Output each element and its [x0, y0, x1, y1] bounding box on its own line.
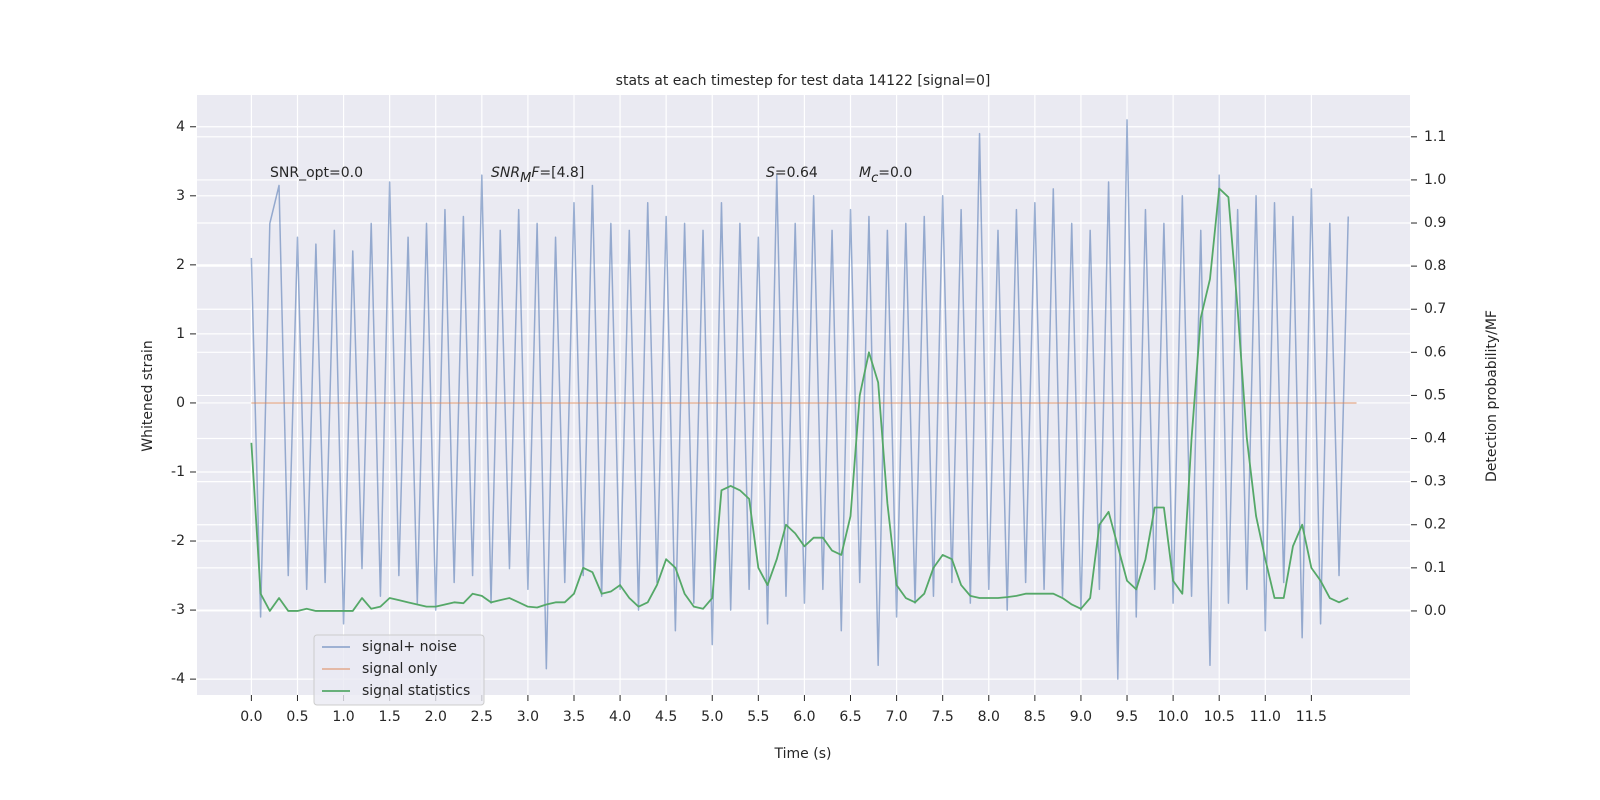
series-layer [250, 119, 1357, 680]
annotation: SNR_opt=0.0 [270, 165, 363, 181]
x-tick-label: 6.0 [793, 709, 815, 725]
y-tick-label: -2 [171, 533, 185, 549]
y-tick-label: 3 [176, 188, 185, 204]
y-tick-label: -1 [171, 464, 185, 480]
legend-box [313, 634, 485, 706]
x-tick-label: 8.0 [978, 709, 1000, 725]
series-line [250, 119, 1349, 680]
y2-tick-label: 0.2 [1424, 517, 1446, 533]
annotation-part: M [520, 171, 531, 186]
annotation-part: SNR_opt=0.0 [270, 165, 363, 181]
y2-tick-label: 0.9 [1424, 215, 1446, 231]
x-tick-label: 7.5 [932, 709, 954, 725]
x-tick-label: 11.5 [1296, 709, 1327, 725]
y2-tick-label: 0.8 [1424, 258, 1446, 274]
annotation: Mc=0.0 [859, 165, 912, 186]
x-tick-label: 0.0 [240, 709, 262, 725]
x-tick-label: 4.0 [609, 709, 631, 725]
y2-tick-label: 0.3 [1424, 474, 1446, 490]
x-tick-label: 4.5 [655, 709, 677, 725]
annotation-part: F [531, 165, 540, 181]
y2-tick-label: 0.1 [1424, 560, 1446, 576]
x-axis-label: Time (s) [774, 746, 832, 762]
annotation-part: M [859, 165, 871, 181]
y2-tick-label: 0.6 [1424, 344, 1446, 360]
annotation-part: =0.0 [878, 165, 912, 181]
annotation-part: SNR [491, 165, 520, 181]
x-tick-label: 5.5 [747, 709, 769, 725]
annotation: S=0.64 [766, 165, 818, 181]
annotation-part: =[4.8] [539, 165, 584, 181]
x-tick-label: 11.0 [1250, 709, 1281, 725]
y-tick-label: 2 [176, 257, 185, 273]
x-tick-label: 7.0 [885, 709, 907, 725]
x-tick-label: 9.0 [1070, 709, 1092, 725]
y2-tick-label: 0.4 [1424, 431, 1446, 447]
overlay-layer: 0.0 0.5 1.0 1.5 2.0 2.5 3.0 3.5 4.0 4.5 5.0 5.5 6.0 6… [171, 119, 1446, 725]
x-tick-label: 1.5 [379, 709, 401, 725]
y2-axis-label: Detection probability/MF [1484, 310, 1500, 482]
x-tick-label: 10.0 [1158, 709, 1189, 725]
x-tick-label: 3.5 [563, 709, 585, 725]
x-tick-label: 8.5 [1024, 709, 1046, 725]
legend-label: signal+ noise [362, 639, 457, 655]
x-tick-label: 2.5 [471, 709, 493, 725]
y2-tick-label: 0.7 [1424, 301, 1446, 317]
x-tick-label: 5.0 [701, 709, 723, 725]
y-tick-label: -4 [171, 671, 185, 687]
legend-label: signal statistics [362, 683, 470, 699]
chart-title: stats at each timestep for test data 141… [616, 73, 991, 89]
annotation: SNRMF=[4.8] [491, 165, 584, 186]
y-tick-label: 4 [176, 119, 185, 135]
legend-label: signal only [362, 661, 437, 677]
x-tick-label: 6.5 [839, 709, 861, 725]
x-tick-label: 3.0 [517, 709, 539, 725]
x-tick-label: 1.0 [332, 709, 354, 725]
y2-tick-label: 1.1 [1424, 129, 1446, 145]
y2-tick-label: 0.0 [1424, 603, 1446, 619]
x-tick-label: 10.5 [1204, 709, 1235, 725]
x-tick-label: 2.0 [425, 709, 447, 725]
series-line [250, 187, 1349, 612]
annotation-part: S [766, 165, 775, 181]
y2-tick-label: 0.5 [1424, 387, 1446, 403]
y2-tick-label: 1.0 [1424, 172, 1446, 188]
annotation-part: c [871, 171, 878, 186]
y-tick-label: -3 [171, 602, 185, 618]
x-tick-label: 9.5 [1116, 709, 1138, 725]
y-tick-label: 0 [176, 395, 185, 411]
y-tick-label: 1 [176, 326, 185, 342]
annotation-part: =0.64 [775, 165, 818, 181]
x-tick-label: 0.5 [286, 709, 308, 725]
y-axis-label: Whitened strain [140, 340, 156, 451]
